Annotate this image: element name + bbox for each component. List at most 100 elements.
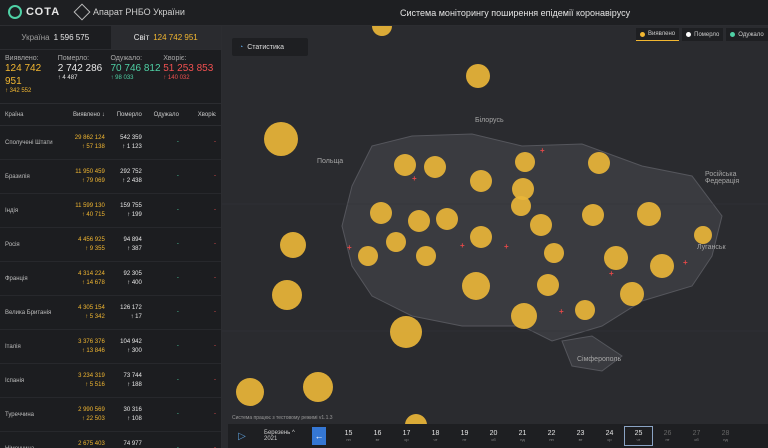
region-bubble[interactable] (544, 243, 564, 263)
day-21[interactable]: 21 нд (508, 426, 537, 446)
day-26[interactable]: 26 пт (653, 426, 682, 446)
region-bubble[interactable] (390, 316, 422, 348)
region-bubble[interactable] (358, 246, 378, 266)
row-died: 104 942 ↑ 300 (120, 338, 142, 354)
table-row[interactable]: Індія 11 599 130 ↑ 40 715 159 755 ↑ 199 - - (0, 194, 221, 228)
region-bubble[interactable] (372, 26, 392, 36)
day-28[interactable]: 28 нд (711, 426, 740, 446)
region-bubble[interactable] (236, 378, 264, 406)
region-bubble[interactable] (394, 154, 416, 176)
back-arrow-icon[interactable]: ← (312, 427, 326, 445)
region-bubble[interactable] (650, 254, 674, 278)
hospital-marker[interactable]: + (412, 174, 417, 183)
day-18[interactable]: 18 чт (421, 426, 450, 446)
region-bubble[interactable] (303, 372, 333, 402)
region-bubble[interactable] (424, 156, 446, 178)
day-25[interactable]: 25 чт (624, 426, 653, 446)
month-selector[interactable]: Березень ^ 2021 (264, 430, 312, 442)
region-bubble[interactable] (582, 204, 604, 226)
region-bubble[interactable] (416, 246, 436, 266)
row-died: 542 359 ↑ 1 123 (120, 134, 142, 150)
table-row[interactable]: Росія 4 456 925 ↑ 9 355 94 894 ↑ 387 - - (0, 228, 221, 262)
legend-recovered[interactable]: Одужало (726, 28, 768, 41)
hospital-marker[interactable]: + (347, 243, 352, 252)
day-weekday: чт (433, 437, 438, 442)
region-bubble[interactable] (620, 282, 644, 306)
region-bubble[interactable] (511, 303, 537, 329)
summary-sick-delta: ↑ 140 032 (163, 75, 190, 81)
statistics-button[interactable]: ◔ Статистика (232, 38, 308, 56)
region-bubble[interactable] (470, 170, 492, 192)
region-bubble[interactable] (512, 178, 534, 200)
row-sick: - (213, 139, 216, 145)
table-row[interactable]: Сполучені Штати 29 862 124 ↑ 57 138 542 359… (0, 126, 221, 160)
rnbo-link[interactable]: Апарат РНБО України (73, 3, 185, 21)
day-23[interactable]: 23 вт (566, 426, 595, 446)
table-row[interactable]: Туреччина 2 990 569 ↑ 22 503 30 316 ↑ 108 - - (0, 398, 221, 432)
region-bubble[interactable] (264, 122, 298, 156)
day-24[interactable]: 24 ср (595, 426, 624, 446)
region-bubble[interactable] (466, 64, 490, 88)
day-22[interactable]: 22 пн (537, 426, 566, 446)
day-20[interactable]: 20 сб (479, 426, 508, 446)
hospital-marker[interactable]: + (559, 307, 564, 316)
row-recovered: - (176, 207, 179, 213)
map[interactable]: ◔ Статистика Виявлено Померло Одужало Бі… (222, 26, 768, 448)
hospital-marker[interactable]: + (460, 241, 465, 250)
region-bubble[interactable] (386, 232, 406, 252)
region-bubble[interactable] (470, 226, 492, 248)
region-bubble[interactable] (588, 152, 610, 174)
region-bubble[interactable] (604, 246, 628, 270)
region-bubble[interactable] (515, 152, 535, 172)
region-bubble[interactable] (575, 300, 595, 320)
table-row[interactable]: Іспанія 3 234 319 ↑ 5 516 73 744 ↑ 188 - - (0, 364, 221, 398)
table-row[interactable]: Франція 4 314 224 ↑ 14 678 92 305 ↑ 400 - - (0, 262, 221, 296)
table-row[interactable]: Італія 3 376 376 ↑ 13 846 104 942 ↑ 300 - - (0, 330, 221, 364)
hospital-marker[interactable]: + (609, 269, 614, 278)
day-number: 28 (721, 430, 730, 437)
hospital-marker[interactable]: + (683, 258, 688, 267)
table-row[interactable]: Велика Британія 4 305 154 ↑ 5 342 126 172 ↑ … (0, 296, 221, 330)
region-bubble[interactable] (537, 274, 559, 296)
legend-died[interactable]: Померло (682, 28, 724, 41)
day-19[interactable]: 19 пт (450, 426, 479, 446)
region-bubble[interactable] (694, 226, 712, 244)
scope-switch: Україна 1 596 575 Світ 124 742 951 (0, 26, 221, 50)
region-bubble[interactable] (408, 210, 430, 232)
day-15[interactable]: 15 пн (334, 426, 363, 446)
region-bubble[interactable] (637, 202, 661, 226)
col-detected[interactable]: Виявлено ↓ (72, 111, 105, 118)
summary-died-delta: ↑ 4 487 (57, 75, 78, 81)
day-16[interactable]: 16 вт (363, 426, 392, 446)
sota-logo-icon (8, 5, 22, 19)
legend-detected[interactable]: Виявлено (636, 28, 680, 41)
day-weekday: нд (520, 437, 525, 442)
row-detected: 11 599 130 ↑ 40 715 (75, 202, 105, 218)
region-bubble[interactable] (530, 214, 552, 236)
region-bubble[interactable] (436, 208, 458, 230)
region-bubble[interactable] (280, 232, 306, 258)
region-bubble[interactable] (272, 280, 302, 310)
sota-logo[interactable]: СОТА (8, 5, 60, 19)
region-bubble[interactable] (511, 196, 531, 216)
region-bubble[interactable] (370, 202, 392, 224)
legend-recovered-label: Одужало (738, 31, 764, 38)
day-17[interactable]: 17 ср (392, 426, 421, 446)
table-row[interactable]: Німеччина 2 675 403↑ 7 709 74 977↑ 214 - - (0, 432, 221, 448)
scope-world[interactable]: Світ 124 742 951 (110, 26, 221, 49)
region-bubble[interactable] (462, 272, 490, 300)
summary-detected-value: 124 742 951 (5, 63, 42, 87)
col-died[interactable]: Померло (116, 111, 142, 118)
row-recovered: - (176, 173, 179, 179)
day-27[interactable]: 27 сб (682, 426, 711, 446)
col-recovered[interactable]: Одужало (153, 111, 179, 118)
table-row[interactable]: Бразилія 11 950 459 ↑ 79 069 292 752 ↑ 2 438… (0, 160, 221, 194)
day-number: 19 (460, 430, 469, 437)
hospital-marker[interactable]: + (540, 146, 545, 155)
col-sick[interactable]: Хворіє (197, 111, 216, 118)
play-icon[interactable]: ▷ (238, 430, 246, 442)
scope-ukraine[interactable]: Україна 1 596 575 (0, 26, 111, 49)
hospital-marker[interactable]: + (504, 242, 509, 251)
col-country[interactable]: Країна (5, 111, 24, 118)
row-recovered: - (176, 241, 179, 247)
